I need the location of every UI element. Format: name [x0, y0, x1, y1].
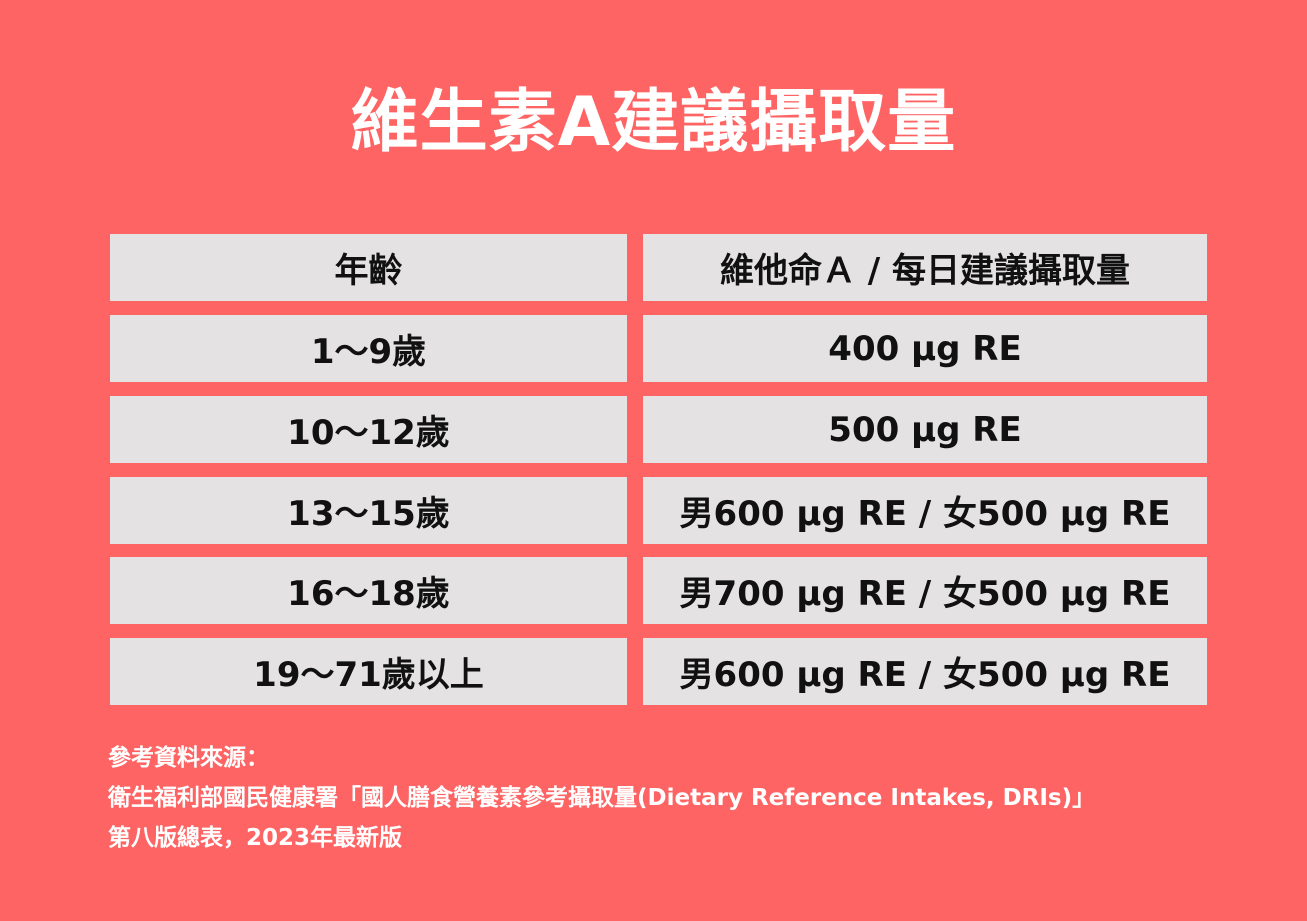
page-title: 維生素A建議攝取量 — [350, 83, 957, 162]
row-intake: 男700 μg RE / 女500 μg RE — [643, 557, 1207, 624]
row-age: 13～15歲 — [110, 477, 627, 544]
row-age: 19～71歲以上 — [110, 638, 627, 705]
header-intake: 維他命Ａ / 每日建議攝取量 — [643, 234, 1207, 301]
source-line-1: 衛生福利部國民健康署「國人膳食營養素參考攝取量(Dietary Referenc… — [108, 785, 1096, 811]
row-intake: 男600 μg RE / 女500 μg RE — [643, 477, 1207, 544]
row-intake: 400 μg RE — [643, 315, 1207, 382]
row-intake: 500 μg RE — [643, 396, 1207, 463]
source-footer: 參考資料來源： 衛生福利部國民健康署「國人膳食營養素參考攝取量(Dietary … — [108, 738, 1095, 858]
header-age: 年齡 — [110, 234, 627, 301]
row-age: 16～18歲 — [110, 557, 627, 624]
source-label: 參考資料來源： — [108, 745, 269, 771]
source-line-2: 第八版總表，2023年最新版 — [108, 825, 403, 851]
row-age: 10～12歲 — [110, 396, 627, 463]
row-age: 1～9歲 — [110, 315, 627, 382]
row-intake: 男600 μg RE / 女500 μg RE — [643, 638, 1207, 705]
